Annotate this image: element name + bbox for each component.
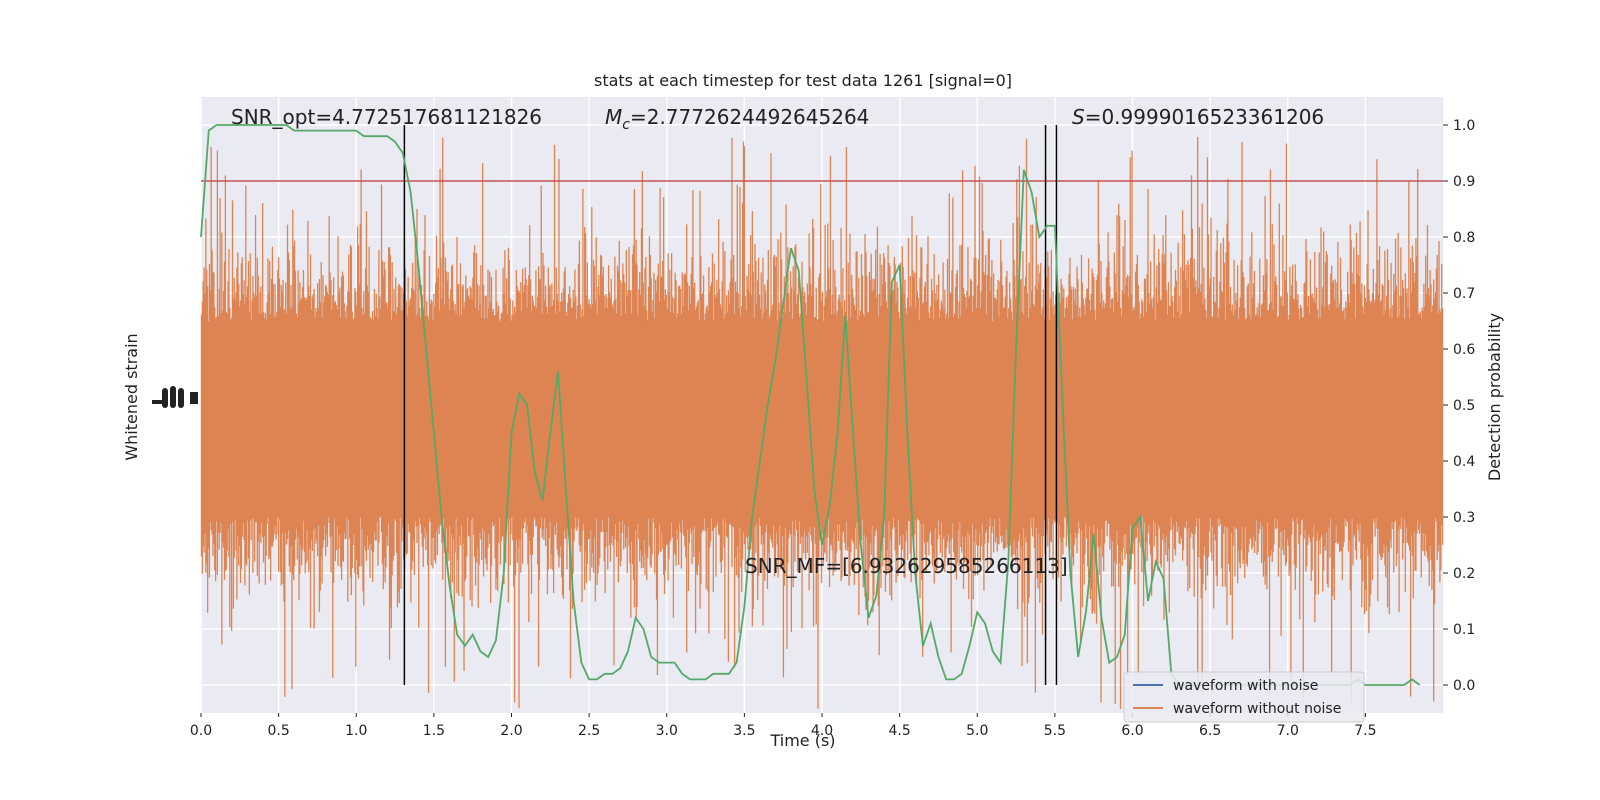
x-tick-label: 5.0 bbox=[966, 723, 988, 739]
x-tick-label: 4.5 bbox=[888, 723, 910, 739]
y-tick-label-right: 0.9 bbox=[1453, 174, 1475, 190]
chart-title: stats at each timestep for test data 126… bbox=[594, 71, 1012, 90]
legend: waveform with noise waveform without noi… bbox=[1123, 671, 1365, 723]
chirp-mass-value: =2.7772624492645264 bbox=[630, 105, 869, 129]
axis-ticks: 0.0 0.5 1.0 1.5 2.0 2.5 3.0 3.5 4.0 4.5 5.0 5.5 6.0 6… bbox=[190, 118, 1475, 739]
x-tick-label: 0.5 bbox=[267, 723, 289, 739]
x-tick-label: 7.5 bbox=[1354, 723, 1376, 739]
strain-noise-trace bbox=[200, 136, 1444, 709]
x-axis-label: Time (s) bbox=[769, 731, 835, 750]
x-tick-label: 2.0 bbox=[500, 723, 522, 739]
x-tick-label: 6.0 bbox=[1121, 723, 1143, 739]
y-axis-label-right: Detection probability bbox=[1485, 313, 1504, 481]
left-tick-mark bbox=[170, 386, 176, 408]
x-tick-label: 4.0 bbox=[811, 723, 833, 739]
x-tick-label: 0.0 bbox=[190, 723, 212, 739]
x-tick-label: 5.5 bbox=[1044, 723, 1066, 739]
x-tick-label: 7.0 bbox=[1277, 723, 1299, 739]
x-tick-label: 3.0 bbox=[656, 723, 678, 739]
x-tick-label: 1.5 bbox=[423, 723, 445, 739]
left-tick-mark bbox=[152, 400, 164, 404]
snr-opt-annotation: SNR_opt=4.772517681121826 bbox=[231, 105, 542, 129]
chirp-mass-symbol: M bbox=[605, 105, 622, 129]
vertical-marker-lines bbox=[403, 125, 1058, 685]
legend-entry-without-noise: waveform without noise bbox=[1173, 701, 1341, 717]
plot-area bbox=[200, 97, 1444, 713]
legend-box bbox=[1123, 671, 1365, 723]
y-tick-label-right: 0.4 bbox=[1453, 454, 1475, 470]
left-tick-mark bbox=[178, 388, 184, 408]
x-tick-label: 1.0 bbox=[345, 723, 367, 739]
y-tick-label-right: 0.7 bbox=[1453, 286, 1475, 302]
y-tick-label-right: 0.6 bbox=[1453, 342, 1475, 358]
left-tick-mark bbox=[162, 388, 168, 408]
snr-mf-annotation: SNR_MF=[6.932629585266113] bbox=[745, 554, 1068, 578]
whitened-strain-series bbox=[200, 136, 1444, 709]
y-tick-label-right: 0.3 bbox=[1453, 510, 1475, 526]
y-axis-label-left: Whitened strain bbox=[122, 333, 141, 460]
chirp-mass-subscript: c bbox=[622, 117, 630, 133]
s-value: =0.9999016523361206 bbox=[1085, 105, 1324, 129]
left-tick-mark bbox=[190, 392, 198, 404]
y-tick-label-right: 0.5 bbox=[1453, 398, 1475, 414]
s-symbol: S bbox=[1072, 105, 1085, 129]
legend-entry-with-noise: waveform with noise bbox=[1173, 678, 1318, 694]
x-tick-label: 2.5 bbox=[578, 723, 600, 739]
y-tick-label-right: 0.1 bbox=[1453, 622, 1475, 638]
y-tick-label-right: 0.2 bbox=[1453, 566, 1475, 582]
y-tick-label-right: 0.8 bbox=[1453, 230, 1475, 246]
s-annotation: S=0.9999016523361206 bbox=[1072, 105, 1324, 129]
y-tick-label-right: 1.0 bbox=[1453, 118, 1475, 134]
left-axis-collapsed-ticks bbox=[152, 386, 198, 408]
y-tick-label-right: 0.0 bbox=[1453, 678, 1475, 694]
chirp-mass-annotation: Mc=2.7772624492645264 bbox=[605, 105, 869, 133]
x-tick-label: 3.5 bbox=[733, 723, 755, 739]
x-tick-label: 6.5 bbox=[1199, 723, 1221, 739]
